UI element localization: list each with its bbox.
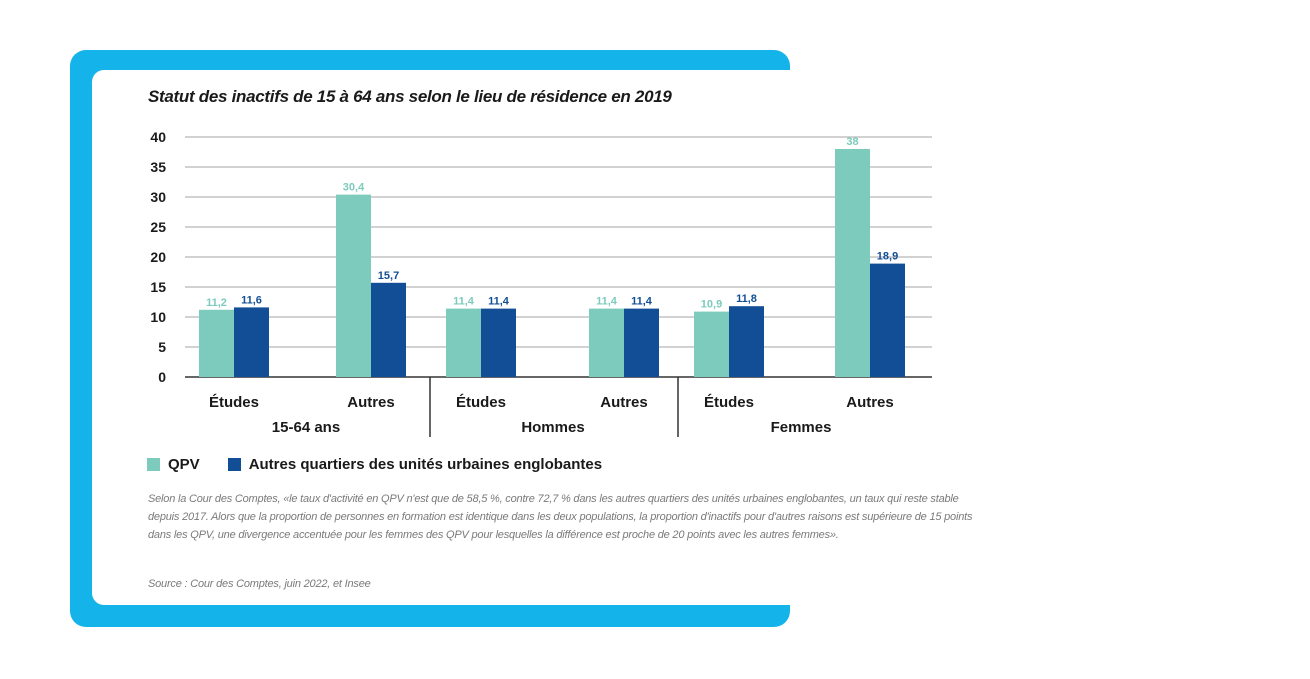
chart-source: Source : Cour des Comptes, juin 2022, et… [148, 578, 371, 590]
bar-qpv [336, 194, 371, 377]
data-label: 11,4 [631, 296, 653, 308]
bar-qpv [589, 308, 624, 377]
bar-autres [624, 308, 659, 377]
legend-label-qpv: QPV [168, 456, 200, 473]
chart-note: Selon la Cour des Comptes, «le taux d'ac… [148, 493, 973, 541]
category-label: Autres [846, 394, 894, 411]
legend: QPV Autres quartiers des unités urbaines… [147, 456, 630, 473]
y-tick-label: 15 [150, 279, 166, 295]
y-tick-label: 25 [150, 219, 166, 235]
y-tick-label: 30 [150, 189, 166, 205]
data-label: 15,7 [378, 270, 399, 282]
bar-autres [371, 282, 406, 377]
legend-swatch-qpv [147, 458, 160, 471]
y-tick-label: 0 [158, 369, 166, 385]
y-tick-label: 40 [150, 129, 166, 145]
data-label: 18,9 [877, 251, 898, 263]
bar-qpv [694, 311, 729, 377]
y-tick-label: 5 [158, 339, 166, 355]
category-label: Autres [347, 394, 395, 411]
bar-autres [234, 307, 269, 377]
bar-autres [870, 263, 905, 377]
category-label: Études [456, 394, 506, 411]
group-label: Femmes [771, 419, 832, 436]
bar-autres [729, 306, 764, 377]
data-label: 11,4 [453, 296, 475, 308]
data-label: 11,8 [736, 293, 757, 305]
bar-qpv [199, 309, 234, 377]
data-label: 11,2 [206, 297, 227, 309]
bar-autres [481, 308, 516, 377]
legend-item-autres: Autres quartiers des unités urbaines eng… [227, 456, 603, 473]
legend-swatch-autres [227, 458, 241, 471]
data-label: 38 [846, 136, 858, 148]
legend-label-autres: Autres quartiers des unités urbaines eng… [248, 456, 603, 473]
category-label: Études [704, 394, 754, 411]
category-label: Autres [600, 394, 648, 411]
y-tick-label: 20 [150, 249, 166, 265]
data-label: 11,6 [241, 294, 262, 306]
chart-title: Statut des inactifs de 15 à 64 ans selon… [148, 87, 672, 106]
data-label: 11,4 [596, 296, 618, 308]
y-tick-label: 35 [150, 159, 166, 175]
data-label: 11,4 [488, 296, 510, 308]
legend-item-qpv: QPV [147, 456, 200, 473]
y-tick-label: 10 [150, 309, 166, 325]
data-label: 30,4 [343, 182, 365, 194]
bar-qpv [835, 149, 870, 377]
bar-qpv [446, 308, 481, 377]
group-label: Hommes [521, 419, 584, 436]
group-label: 15-64 ans [272, 419, 340, 436]
data-label: 10,9 [701, 299, 722, 311]
category-label: Études [209, 394, 259, 411]
